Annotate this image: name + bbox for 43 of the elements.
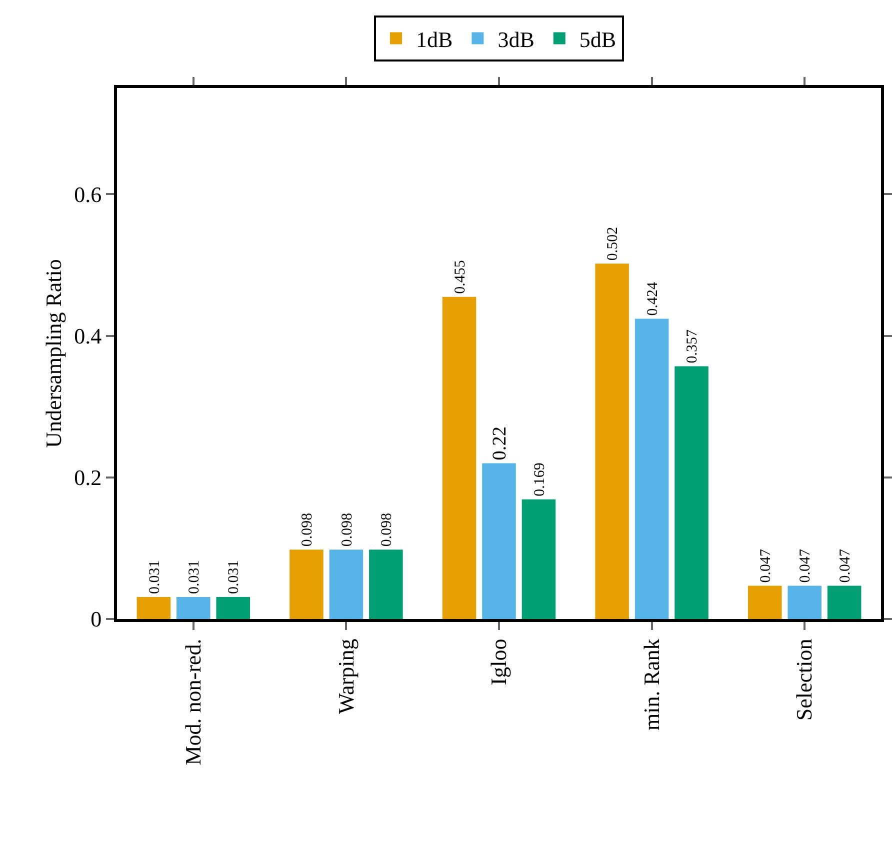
bar — [748, 586, 782, 619]
legend-label: 3dB — [498, 26, 534, 52]
data-label: 0.098 — [379, 512, 396, 547]
y-tick-label: 0.4 — [74, 324, 102, 348]
bar — [788, 586, 822, 619]
data-label: 0.047 — [758, 548, 774, 583]
bar — [136, 597, 171, 619]
bar — [442, 296, 476, 619]
bar — [634, 318, 669, 619]
legend-label: 1dB — [416, 26, 453, 52]
data-label: 0.031 — [186, 560, 203, 594]
data-label: 0.031 — [146, 560, 163, 594]
data-label: 0.031 — [226, 560, 242, 594]
data-label: 0.047 — [798, 548, 814, 583]
data-label: 0.502 — [605, 226, 622, 261]
x-tick-label: Selection — [792, 638, 817, 721]
bar — [176, 597, 210, 619]
y-axis-title: Undersampling Ratio — [41, 259, 66, 448]
bar — [827, 586, 862, 619]
data-label: 0.357 — [684, 328, 701, 364]
data-label: 0.169 — [532, 462, 548, 496]
y-tick-label: 0.2 — [74, 465, 102, 490]
data-label: 0.098 — [300, 512, 316, 547]
bar — [482, 463, 516, 619]
data-label: 0.455 — [452, 260, 468, 294]
data-label: 0.424 — [644, 282, 661, 316]
x-tick-label: Warping — [333, 638, 358, 714]
y-tick-label: 0 — [90, 606, 102, 632]
legend-label: 5dB — [579, 26, 616, 52]
data-label: 0.098 — [339, 512, 356, 547]
data-label: 0.047 — [837, 548, 854, 583]
x-tick-label: min. Rank — [638, 638, 664, 730]
bar — [216, 597, 250, 619]
data-label: 0.22 — [490, 426, 511, 460]
bar — [595, 264, 629, 619]
bar — [329, 550, 364, 619]
y-tick-label: 0.6 — [74, 182, 102, 207]
bar — [522, 499, 556, 619]
bar — [674, 366, 708, 619]
x-tick-label: Igloo — [486, 638, 512, 686]
x-tick-label: Mod. non-red. — [180, 638, 206, 766]
bar — [369, 550, 403, 619]
bar — [290, 550, 324, 619]
